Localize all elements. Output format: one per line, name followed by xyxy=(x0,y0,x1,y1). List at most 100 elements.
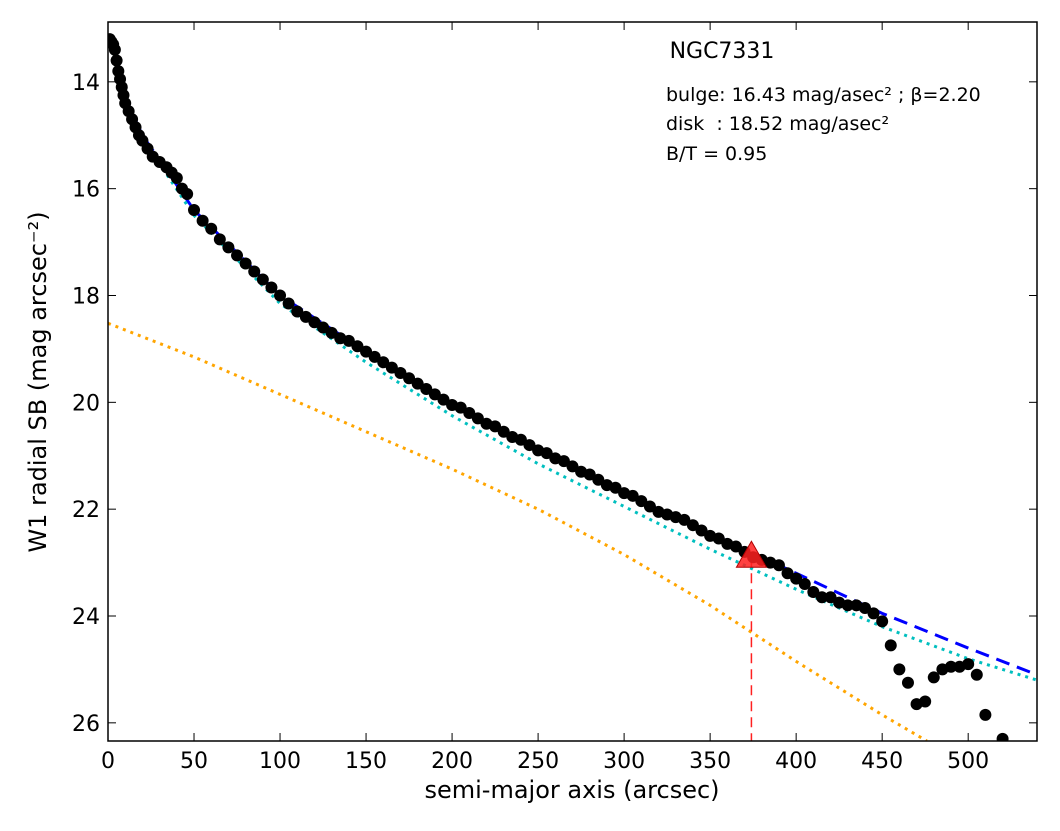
data-point xyxy=(609,481,622,494)
data-point xyxy=(970,668,983,681)
data-point xyxy=(377,356,390,369)
annotation: disk : 18.52 mag/asec² xyxy=(666,113,889,135)
plot-frame xyxy=(107,21,1038,742)
data-point xyxy=(213,233,226,246)
data-point xyxy=(867,607,880,620)
annotation: bulge: 16.43 mag/asec² ; β=2.20 xyxy=(666,84,981,106)
data-point xyxy=(566,460,579,473)
y-tick-label: 18 xyxy=(72,284,100,309)
data-point xyxy=(108,43,121,56)
data-point xyxy=(489,420,502,433)
data-point xyxy=(962,658,975,671)
data-point xyxy=(695,524,708,537)
x-tick-label: 50 xyxy=(180,749,208,774)
data-point xyxy=(781,567,794,580)
plot-area xyxy=(108,33,1037,741)
data-point xyxy=(712,532,725,545)
data-point xyxy=(815,591,828,604)
data-point xyxy=(497,425,510,438)
y-tick-label: 14 xyxy=(72,71,100,96)
data-point xyxy=(471,412,484,425)
data-point xyxy=(944,660,957,673)
data-point xyxy=(824,591,837,604)
chart-title: NGC7331 xyxy=(670,39,775,64)
data-point xyxy=(222,241,235,254)
data-point xyxy=(385,361,398,374)
data-point xyxy=(420,382,433,395)
data-point xyxy=(308,316,321,329)
marker-triangle xyxy=(735,540,768,568)
x-tick-label: 150 xyxy=(345,749,387,774)
data-point xyxy=(239,257,252,270)
data-point xyxy=(841,599,854,612)
data-point xyxy=(678,513,691,526)
data-point xyxy=(411,377,424,390)
data-point xyxy=(884,639,897,652)
x-tick-label: 450 xyxy=(861,749,903,774)
y-axis-label: W1 radial SB (mag arcsec⁻²) xyxy=(24,211,52,552)
data-point xyxy=(979,708,992,721)
data-point xyxy=(360,345,373,358)
data-point xyxy=(368,350,381,363)
data-point xyxy=(893,663,906,676)
data-point xyxy=(291,305,304,318)
data-point xyxy=(592,473,605,486)
data-point xyxy=(196,214,209,227)
data-point xyxy=(807,585,820,598)
data-point xyxy=(325,326,338,339)
data-point xyxy=(927,671,940,684)
data-point xyxy=(523,439,536,452)
data-point xyxy=(351,340,364,353)
data-point xyxy=(274,289,287,302)
x-tick-label: 500 xyxy=(947,749,989,774)
data-point xyxy=(514,433,527,446)
data-point xyxy=(790,572,803,585)
data-point xyxy=(557,455,570,468)
y-tick-label: 20 xyxy=(72,391,100,416)
y-tick-label: 24 xyxy=(72,605,100,630)
data-point xyxy=(428,388,441,401)
y-tick-label: 22 xyxy=(72,498,100,523)
data-point xyxy=(188,204,201,217)
data-point xyxy=(798,577,811,590)
data-point xyxy=(583,468,596,481)
data-point xyxy=(643,500,656,513)
x-tick-label: 350 xyxy=(689,749,731,774)
fit-line xyxy=(108,321,928,741)
data-point xyxy=(454,401,467,414)
data-point xyxy=(626,489,639,502)
data-point xyxy=(342,334,355,347)
data-point xyxy=(403,372,416,385)
data-point xyxy=(996,732,1009,741)
data-point xyxy=(248,265,261,278)
data-point xyxy=(394,366,407,379)
x-tick-label: 0 xyxy=(101,749,115,774)
y-tick-label: 16 xyxy=(72,178,100,203)
x-tick-label: 100 xyxy=(259,749,301,774)
data-point xyxy=(919,695,932,708)
x-tick-label: 300 xyxy=(603,749,645,774)
annotation: B/T = 0.95 xyxy=(666,143,767,165)
data-point xyxy=(858,601,871,614)
x-tick-label: 400 xyxy=(775,749,817,774)
data-point xyxy=(265,281,278,294)
data-point xyxy=(110,54,123,67)
data-point xyxy=(686,519,699,532)
data-point xyxy=(772,559,785,572)
data-point xyxy=(282,297,295,310)
data-point xyxy=(876,615,889,628)
data-point xyxy=(317,321,330,334)
x-tick-label: 200 xyxy=(431,749,473,774)
x-axis-label: semi-major axis (arcsec) xyxy=(424,776,719,804)
data-point xyxy=(256,273,269,286)
data-point xyxy=(729,540,742,553)
data-point xyxy=(463,407,476,420)
x-tick-label: 250 xyxy=(517,749,559,774)
data-point xyxy=(437,393,450,406)
data-point xyxy=(205,222,218,235)
data-point xyxy=(231,249,244,262)
y-tick-label: 26 xyxy=(72,712,100,737)
data-point xyxy=(540,447,553,460)
